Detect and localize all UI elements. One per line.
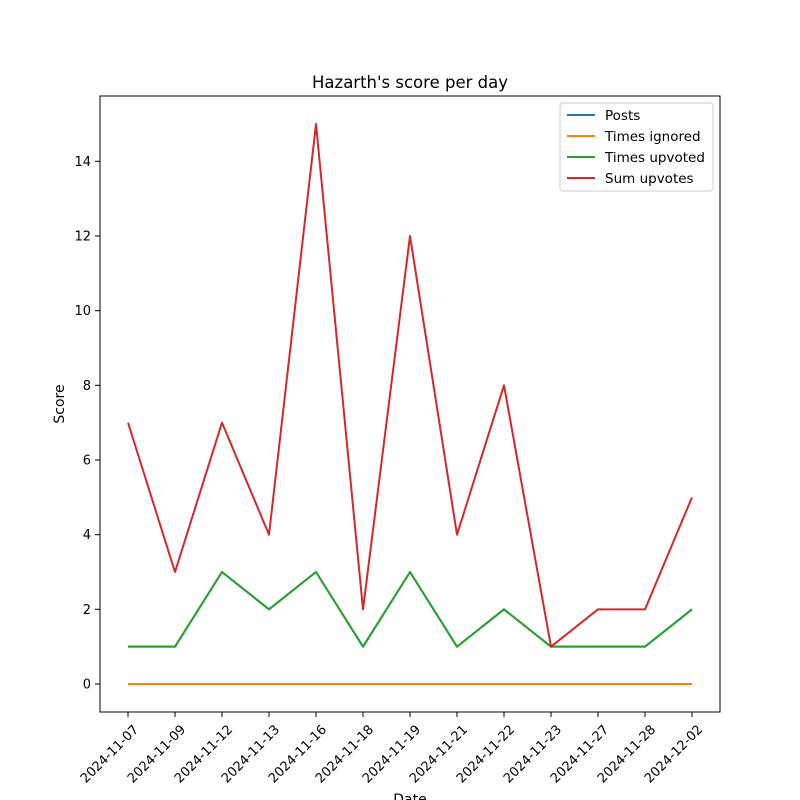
y-tick-label: 0 <box>83 678 91 693</box>
y-tick-label: 10 <box>74 304 91 319</box>
chart-title: Hazarth's score per day <box>312 73 508 92</box>
legend: Posts Times ignored Times upvoted Sum upvot… <box>559 102 714 192</box>
legend-label-times-ignored: Times ignored <box>604 129 701 145</box>
legend-label-times-upvoted: Times upvoted <box>604 150 705 166</box>
y-tick-label: 8 <box>83 379 91 394</box>
y-tick-label: 14 <box>74 155 91 170</box>
y-axis-label: Score <box>52 384 68 423</box>
x-axis-label: Date <box>393 792 426 800</box>
y-tick-label: 12 <box>74 230 91 245</box>
legend-label-posts: Posts <box>605 108 640 124</box>
x-axis: 2024-11-072024-11-092024-11-122024-11-13… <box>78 712 706 786</box>
series-line-times-upvoted <box>128 571 693 648</box>
y-tick-label: 4 <box>83 528 91 543</box>
legend-box <box>559 102 714 192</box>
y-tick-label: 2 <box>83 603 91 618</box>
y-axis: 0 2 4 6 8 10 12 14 <box>74 155 100 693</box>
series-line-sum-upvotes <box>127 123 693 648</box>
series-lines <box>127 123 693 685</box>
y-tick-label: 6 <box>83 454 91 469</box>
legend-label-sum-upvotes: Sum upvotes <box>605 171 694 187</box>
